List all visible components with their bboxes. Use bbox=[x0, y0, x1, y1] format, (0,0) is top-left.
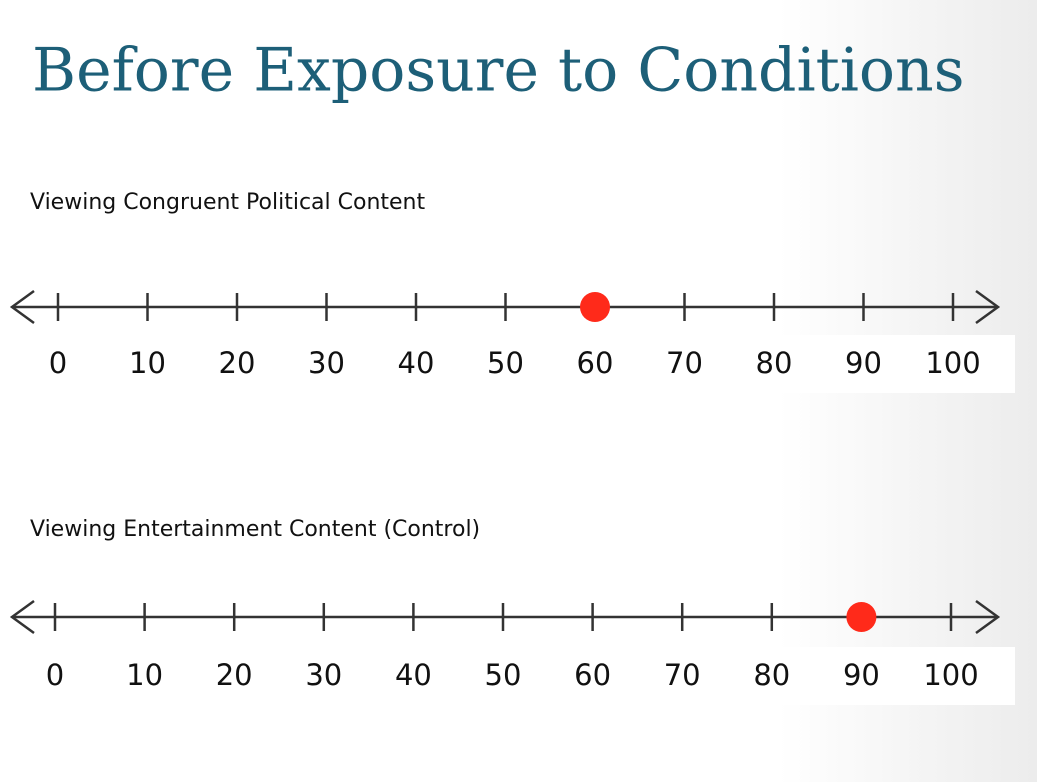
label-band bbox=[20, 335, 1015, 393]
arrow-right bbox=[975, 599, 1001, 635]
tick-label: 30 bbox=[305, 658, 342, 692]
tick-label: 50 bbox=[485, 658, 522, 692]
arrow-right bbox=[975, 289, 1001, 325]
tick-label: 10 bbox=[126, 658, 163, 692]
tick-label: 0 bbox=[49, 346, 67, 380]
label-band bbox=[20, 647, 1015, 705]
tick-label: 10 bbox=[129, 346, 166, 380]
tick-label: 90 bbox=[845, 346, 882, 380]
tick-label: 70 bbox=[664, 658, 701, 692]
tick-label: 40 bbox=[395, 658, 432, 692]
tick-label: 60 bbox=[574, 658, 611, 692]
tick-label: 50 bbox=[487, 346, 524, 380]
marker-dot bbox=[580, 292, 610, 322]
arrow-left bbox=[9, 289, 35, 325]
arrow-left bbox=[9, 599, 35, 635]
slide-title: Before Exposure to Conditions bbox=[32, 36, 965, 106]
tick-label: 0 bbox=[46, 658, 64, 692]
tick-label: 80 bbox=[756, 346, 793, 380]
tick-label: 20 bbox=[219, 346, 256, 380]
chart-title: Viewing Congruent Political Content bbox=[30, 190, 425, 215]
marker-dot bbox=[846, 602, 877, 632]
tick-label: 100 bbox=[925, 346, 980, 380]
tick-label: 90 bbox=[843, 658, 880, 692]
tick-label: 100 bbox=[923, 658, 978, 692]
tick-label: 80 bbox=[753, 658, 790, 692]
tick-label: 70 bbox=[666, 346, 703, 380]
tick-label: 40 bbox=[398, 346, 435, 380]
tick-label: 60 bbox=[577, 346, 614, 380]
tick-label: 20 bbox=[216, 658, 253, 692]
tick-label: 30 bbox=[308, 346, 345, 380]
chart-title: Viewing Entertainment Content (Control) bbox=[30, 517, 480, 542]
